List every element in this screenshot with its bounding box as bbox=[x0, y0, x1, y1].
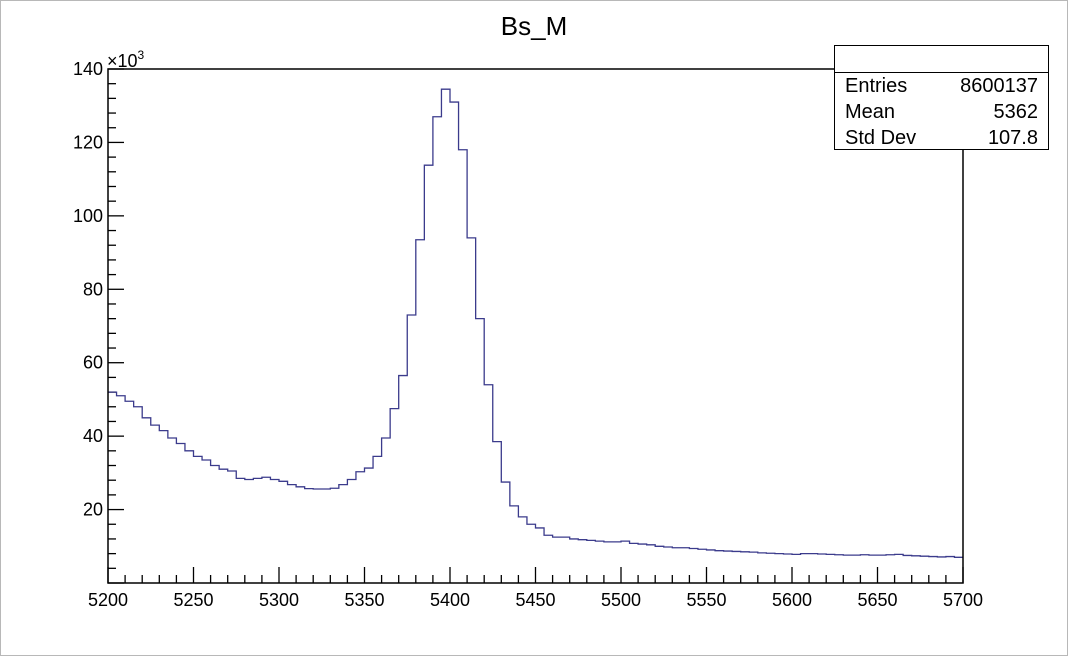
y-tick-label: 60 bbox=[83, 353, 103, 373]
y-tick-label: 120 bbox=[73, 132, 103, 152]
chart-title: Bs_M bbox=[501, 11, 567, 41]
x-tick-label: 5550 bbox=[686, 590, 726, 610]
x-tick-label: 5350 bbox=[344, 590, 384, 610]
stats-label-stddev: Std Dev bbox=[845, 127, 917, 149]
y-tick-label: 80 bbox=[83, 279, 103, 299]
y-tick-label: 100 bbox=[73, 206, 103, 226]
stats-value-mean: 5362 bbox=[993, 101, 1039, 123]
y-exponent-power: 3 bbox=[138, 48, 145, 62]
stats-label-mean: Mean bbox=[845, 101, 896, 123]
axis-tick-labels: 5200 5250 5300 5350 5400 5450 5500 5550 5600 5650… bbox=[73, 59, 983, 610]
x-tick-label: 5300 bbox=[259, 590, 299, 610]
histogram-series bbox=[108, 88, 963, 558]
stats-row-mean: Mean 5362 bbox=[835, 99, 1048, 125]
stats-box: Entries 8600137 Mean 5362 Std Dev 107.8 bbox=[834, 45, 1049, 150]
x-tick-label: 5450 bbox=[515, 590, 555, 610]
stats-row-entries: Entries 8600137 bbox=[835, 73, 1048, 99]
x-tick-label: 5200 bbox=[88, 590, 128, 610]
x-tick-label: 5600 bbox=[772, 590, 812, 610]
x-tick-label: 5400 bbox=[430, 590, 470, 610]
plot-frame bbox=[107, 68, 964, 584]
stats-row-stddev: Std Dev 107.8 bbox=[835, 125, 1048, 151]
y-tick-label: 20 bbox=[83, 500, 103, 520]
x-tick-label: 5250 bbox=[173, 590, 213, 610]
y-tick-label: 40 bbox=[83, 426, 103, 446]
x-tick-label: 5500 bbox=[601, 590, 641, 610]
y-tick-label: 140 bbox=[73, 59, 103, 79]
stats-label-entries: Entries bbox=[845, 75, 908, 97]
svg-text:×103: ×103 bbox=[107, 48, 145, 71]
x-tick-label: 5700 bbox=[943, 590, 983, 610]
stats-header bbox=[835, 46, 1048, 73]
y-exponent-base: ×10 bbox=[107, 51, 138, 71]
stats-value-stddev: 107.8 bbox=[987, 127, 1038, 149]
x-tick-label: 5650 bbox=[857, 590, 897, 610]
stats-value-entries: 8600137 bbox=[960, 75, 1038, 97]
y-axis-exponent: ×103 bbox=[107, 48, 145, 71]
